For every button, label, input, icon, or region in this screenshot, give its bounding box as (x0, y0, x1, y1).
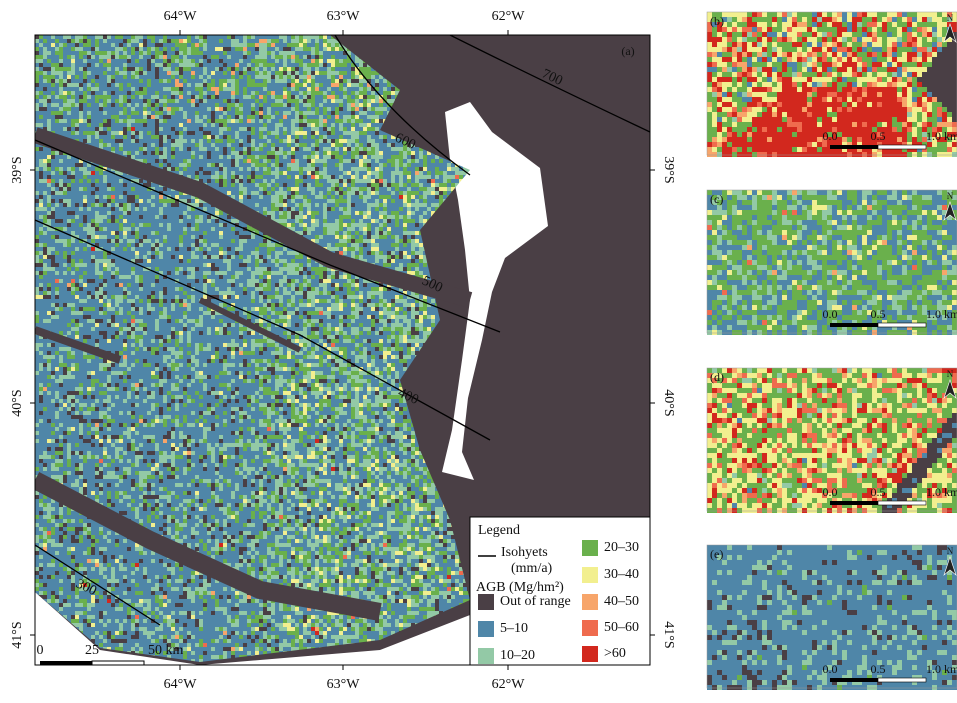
inset: (b) N 0.0 0.5 1.0 km (707, 12, 957, 157)
scale-label: 0.5 (871, 662, 886, 676)
lon-label-bottom: 62°W (492, 677, 526, 692)
legend-label: 10–20 (500, 648, 535, 663)
scale-label: 0.0 (823, 307, 838, 321)
scale-bar (830, 678, 878, 682)
scale-label: 50 km (148, 643, 184, 658)
scale-label: 0.0 (823, 485, 838, 499)
inset-label: (c) (710, 192, 723, 206)
inset-label: (e) (710, 547, 723, 561)
insets: (b) N 0.0 0.5 1.0 km (c) N 0.0 0.5 1.0 km (d) N 0.0 0… (707, 12, 957, 690)
legend-label: 40–50 (604, 594, 639, 609)
scale-bar (830, 145, 878, 149)
legend: Legend Isohyets(mm/a) AGB (Mg/hm²)Out of r… (470, 517, 650, 665)
lat-label-right: 41°S (661, 621, 676, 648)
legend-line-label: Isohyets (501, 545, 548, 560)
legend-swatch (478, 594, 494, 610)
legend-swatch (582, 540, 598, 556)
legend-swatch (478, 621, 494, 637)
scale-label: 1.0 km (926, 662, 957, 676)
scale-label: 25 (85, 643, 99, 658)
legend-swatch (582, 594, 598, 610)
legend-swatch (582, 567, 598, 583)
legend-line-label: (mm/a) (511, 561, 553, 576)
scale-bar (830, 501, 878, 505)
north-label: N (947, 546, 954, 556)
lon-label-bottom: 63°W (327, 677, 361, 692)
panel-label: (a) (621, 44, 634, 58)
legend-label: 20–30 (604, 540, 639, 555)
legend-label: Out of range (500, 594, 571, 609)
north-label: N (947, 191, 954, 201)
lon-label-bottom: 64°W (164, 677, 198, 692)
scale-bar (830, 323, 878, 327)
inset: (c) N 0.0 0.5 1.0 km (707, 190, 957, 335)
legend-swatch (582, 620, 598, 636)
lat-label-left: 41°S (10, 621, 25, 648)
scale-label: 1.0 km (926, 485, 957, 499)
scale-label: 0.5 (871, 129, 886, 143)
figure: 700600500400300(a)02550 km 64°W64°W63°W6… (0, 0, 957, 703)
scale-label: 0.0 (823, 662, 838, 676)
scale-label: 0.5 (871, 485, 886, 499)
scale-label: 0.5 (871, 307, 886, 321)
scale-label: 1.0 km (926, 307, 957, 321)
legend-label: >60 (604, 646, 626, 661)
scale-bar (878, 501, 926, 505)
lat-label-right: 40°S (661, 389, 676, 416)
lon-label-top: 64°W (164, 9, 198, 24)
north-label: N (947, 13, 954, 23)
legend-swatch (478, 648, 494, 664)
lon-label-top: 63°W (327, 9, 361, 24)
inset: (d) N 0.0 0.5 1.0 km (707, 368, 957, 513)
lon-label-top: 62°W (492, 9, 526, 24)
scale-bar (878, 145, 926, 149)
legend-label: 30–40 (604, 567, 639, 582)
lat-label-left: 39°S (10, 156, 25, 183)
scale-bar (878, 323, 926, 327)
legend-label: 50–60 (604, 620, 639, 635)
lat-label-left: 40°S (10, 389, 25, 416)
lat-label-right: 39°S (661, 156, 676, 183)
scale-bar (878, 678, 926, 682)
north-label: N (947, 369, 954, 379)
inset-label: (d) (710, 370, 724, 384)
scale-label: 0 (37, 643, 44, 658)
legend-label: 5–10 (500, 621, 528, 636)
scale-label: 1.0 km (926, 129, 957, 143)
inset: (e) N 0.0 0.5 1.0 km (707, 545, 957, 690)
legend-title: Legend (478, 523, 520, 538)
legend-swatch (582, 646, 598, 662)
scale-label: 0.0 (823, 129, 838, 143)
legend-agb-title: AGB (Mg/hm²) (476, 580, 564, 595)
inset-label: (b) (710, 14, 724, 28)
